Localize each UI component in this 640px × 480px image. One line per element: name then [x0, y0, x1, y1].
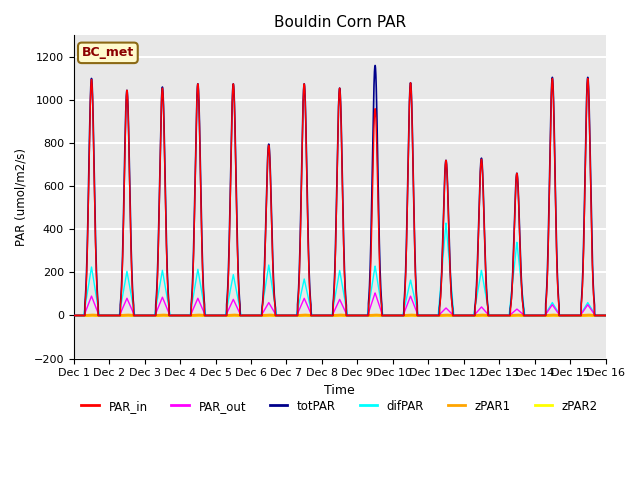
Legend: PAR_in, PAR_out, totPAR, difPAR, zPAR1, zPAR2: PAR_in, PAR_out, totPAR, difPAR, zPAR1, … [77, 395, 602, 417]
Text: BC_met: BC_met [82, 47, 134, 60]
X-axis label: Time: Time [324, 384, 355, 397]
Y-axis label: PAR (umol/m2/s): PAR (umol/m2/s) [15, 148, 28, 246]
Title: Bouldin Corn PAR: Bouldin Corn PAR [273, 15, 406, 30]
